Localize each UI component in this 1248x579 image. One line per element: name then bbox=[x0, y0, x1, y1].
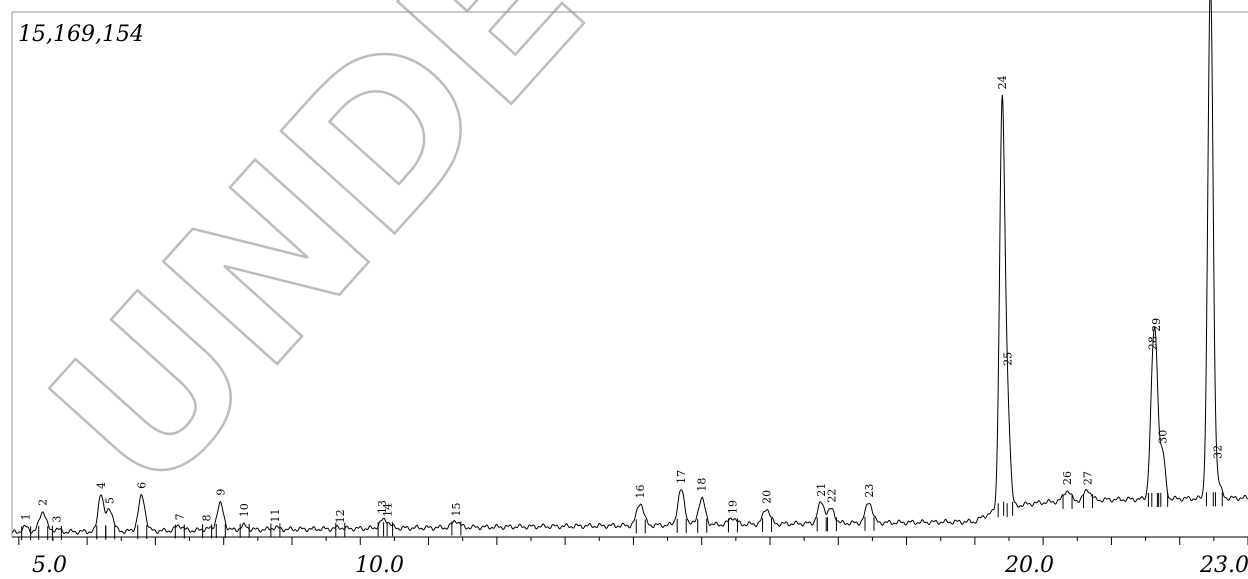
peak-label: 24 bbox=[996, 75, 1009, 89]
peak-label: 25 bbox=[1002, 352, 1015, 366]
peak-18: 18 bbox=[696, 478, 709, 533]
peak-label: 16 bbox=[634, 484, 647, 498]
peak-label: 8 bbox=[201, 514, 214, 521]
peak-12: 12 bbox=[334, 509, 347, 537]
peak-23: 23 bbox=[863, 484, 876, 531]
peak-3: 3 bbox=[50, 516, 63, 540]
peak-label: 30 bbox=[1157, 430, 1170, 444]
peak-10: 10 bbox=[238, 503, 251, 538]
peak-label: 21 bbox=[815, 483, 828, 497]
peak-32: 32 bbox=[1211, 445, 1224, 507]
peak-14: 14 bbox=[382, 503, 395, 537]
peak-label: 18 bbox=[696, 478, 709, 492]
x-tick-label-10: 10.0 bbox=[355, 553, 404, 578]
peak-label: 12 bbox=[334, 509, 347, 523]
peak-label: 32 bbox=[1211, 445, 1224, 459]
peak-27: 27 bbox=[1082, 471, 1095, 509]
peak-label: 9 bbox=[214, 489, 227, 496]
peak-label: 29 bbox=[1150, 318, 1163, 332]
x-tick-label-23: 23.0 bbox=[1199, 553, 1248, 578]
peak-20: 20 bbox=[761, 490, 774, 532]
peak-label: 10 bbox=[238, 503, 251, 517]
x-tick-label-20: 20.0 bbox=[1004, 553, 1054, 578]
peak-13: 13 bbox=[376, 500, 389, 537]
peak-28: 28 bbox=[1146, 336, 1159, 507]
peak-15: 15 bbox=[450, 502, 463, 536]
x-axis-ticks bbox=[18, 537, 1248, 545]
peak-label: 11 bbox=[269, 508, 282, 522]
peak-label: 28 bbox=[1146, 336, 1159, 350]
peak-label: 14 bbox=[382, 503, 395, 517]
peak-25: 25 bbox=[1002, 352, 1015, 516]
peak-11: 11 bbox=[269, 508, 282, 538]
peak-24: 24 bbox=[996, 75, 1009, 518]
peak-label: 4 bbox=[95, 482, 108, 489]
peak-label: 26 bbox=[1061, 471, 1074, 485]
peak-21: 21 bbox=[815, 483, 828, 532]
peak-label: 3 bbox=[50, 516, 63, 523]
peak-label: 7 bbox=[173, 513, 186, 520]
peak-label: 17 bbox=[675, 470, 688, 484]
peak-26: 26 bbox=[1061, 471, 1074, 509]
chromatogram-line bbox=[11, 0, 1248, 535]
peak-7: 7 bbox=[173, 513, 186, 539]
peak-30: 30 bbox=[1157, 430, 1170, 507]
peak-9: 9 bbox=[214, 489, 227, 539]
peak-19: 19 bbox=[726, 500, 739, 533]
peak-label: 2 bbox=[37, 499, 50, 506]
peak-label: 19 bbox=[726, 500, 739, 514]
max-intensity-label: 15,169,154 bbox=[18, 22, 144, 47]
peak-16: 16 bbox=[634, 484, 647, 534]
peak-5: 5 bbox=[104, 497, 117, 540]
peak-label: 13 bbox=[376, 500, 389, 514]
peak-label: 1 bbox=[20, 513, 33, 520]
chromatogram-trace bbox=[11, 0, 1248, 535]
peak-label: 6 bbox=[136, 482, 149, 489]
peak-1: 1 bbox=[20, 513, 33, 541]
peak-31: 31 bbox=[1205, 492, 1216, 507]
peak-label: 27 bbox=[1082, 471, 1095, 485]
peak-8: 8 bbox=[201, 514, 214, 539]
peak-label: 5 bbox=[104, 497, 117, 504]
x-tick-label-5: 5.0 bbox=[32, 553, 67, 578]
peak-2: 2 bbox=[37, 499, 50, 541]
peak-label: 15 bbox=[450, 502, 463, 516]
peak-29: 29 bbox=[1150, 318, 1163, 507]
peak-label: 20 bbox=[761, 490, 774, 504]
peak-label: 22 bbox=[825, 489, 838, 503]
peak-22: 22 bbox=[825, 489, 838, 532]
peak-6: 6 bbox=[136, 482, 149, 539]
peak-label: 23 bbox=[863, 484, 876, 498]
peak-17: 17 bbox=[675, 470, 688, 533]
